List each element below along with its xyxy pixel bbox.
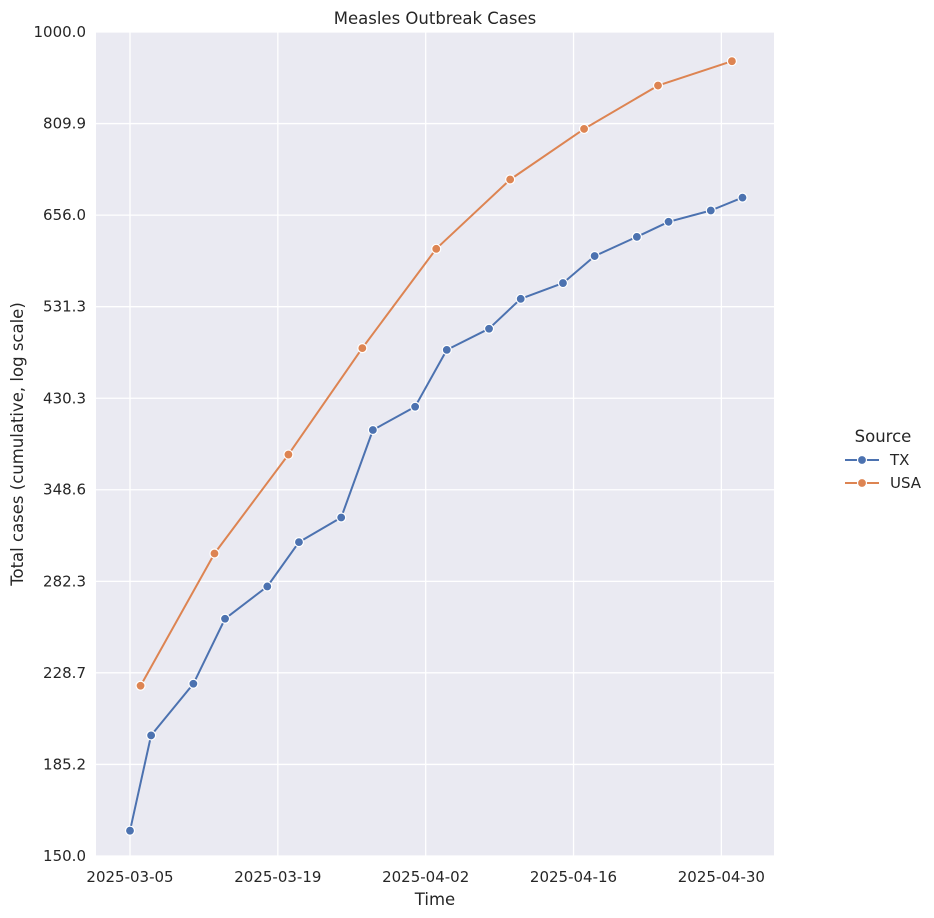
y-tick-label: 1000.0 — [34, 23, 87, 41]
y-tick-label: 185.2 — [43, 755, 86, 773]
y-tick-label: 656.0 — [43, 206, 86, 224]
data-point-usa — [578, 123, 590, 135]
data-point-tx — [293, 536, 305, 548]
legend-marker-usa — [856, 477, 868, 489]
data-point-tx — [663, 216, 674, 227]
y-tick-label: 282.3 — [43, 572, 86, 590]
x-tick-label: 2025-04-02 — [382, 868, 469, 886]
data-point-usa — [431, 243, 442, 254]
data-point-tx — [188, 678, 199, 689]
data-point-usa — [357, 342, 368, 354]
x-tick-label: 2025-04-16 — [530, 868, 617, 886]
legend-title: Source — [855, 427, 912, 446]
data-point-tx — [557, 277, 569, 289]
x-tick-label: 2025-04-30 — [678, 868, 765, 886]
y-tick-label: 348.6 — [43, 481, 86, 499]
chart-title: Measles Outbreak Cases — [334, 9, 537, 28]
series-line-tx — [129, 196, 744, 832]
x-tick-label: 2025-03-05 — [86, 868, 173, 886]
x-tick-label: 2025-03-19 — [234, 868, 321, 886]
y-tick-label: 430.3 — [43, 389, 86, 407]
data-point-usa — [283, 449, 294, 460]
data-point-tx — [737, 192, 748, 203]
data-point-usa — [726, 56, 738, 67]
data-point-tx — [515, 293, 526, 304]
data-point-tx — [124, 825, 136, 836]
data-point-usa — [652, 80, 664, 91]
data-point-usa — [135, 680, 146, 691]
legend-label-tx: TX — [889, 451, 909, 469]
data-point-tx — [589, 250, 600, 262]
data-point-tx — [441, 344, 452, 355]
data-point-tx — [336, 512, 347, 523]
y-axis-title: Total cases (cumulative, log scale) — [8, 302, 27, 587]
x-axis-title: Time — [414, 890, 455, 909]
y-tick-label: 531.3 — [43, 298, 86, 316]
data-point-tx — [631, 231, 642, 242]
data-point-tx — [146, 730, 157, 741]
data-point-usa — [209, 548, 220, 559]
legend-marker-tx — [856, 454, 868, 466]
series-usa — [135, 56, 738, 691]
legend-label-usa: USA — [890, 474, 922, 492]
series-tx — [124, 192, 748, 836]
data-point-tx — [410, 401, 421, 412]
y-tick-label: 809.9 — [43, 115, 86, 133]
gridlines — [96, 31, 774, 857]
plot-area — [96, 32, 774, 856]
data-point-tx — [367, 424, 378, 436]
legend: Source TX USA — [845, 427, 922, 492]
y-tick-label: 150.0 — [43, 847, 86, 865]
y-tick-label: 228.7 — [43, 664, 86, 682]
data-point-usa — [505, 174, 516, 185]
data-point-tx — [219, 613, 231, 624]
data-point-tx — [483, 323, 495, 334]
data-point-tx — [262, 581, 273, 592]
data-point-tx — [705, 205, 716, 216]
